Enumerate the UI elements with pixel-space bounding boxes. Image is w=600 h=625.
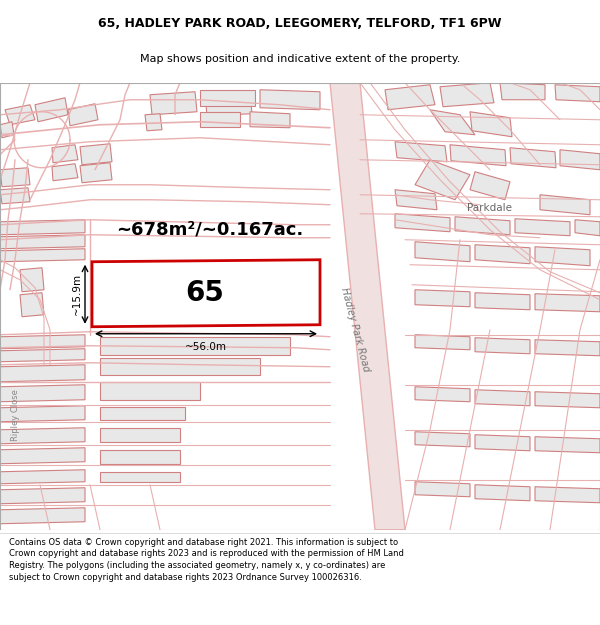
Polygon shape — [0, 335, 85, 349]
Polygon shape — [20, 292, 44, 317]
Polygon shape — [100, 450, 180, 464]
Polygon shape — [92, 260, 320, 327]
Polygon shape — [205, 92, 252, 116]
Polygon shape — [68, 104, 98, 126]
Polygon shape — [415, 387, 470, 402]
Polygon shape — [150, 92, 197, 115]
Polygon shape — [260, 90, 320, 110]
Polygon shape — [535, 247, 590, 266]
Polygon shape — [0, 448, 85, 464]
Polygon shape — [0, 406, 85, 422]
Polygon shape — [575, 220, 600, 236]
Polygon shape — [395, 214, 450, 232]
Polygon shape — [475, 390, 530, 406]
Text: Contains OS data © Crown copyright and database right 2021. This information is : Contains OS data © Crown copyright and d… — [9, 538, 404, 582]
Polygon shape — [200, 112, 240, 127]
Polygon shape — [415, 482, 470, 497]
Polygon shape — [415, 242, 470, 262]
Text: Map shows position and indicative extent of the property.: Map shows position and indicative extent… — [140, 54, 460, 64]
Text: ~15.9m: ~15.9m — [72, 273, 82, 315]
Polygon shape — [500, 82, 545, 100]
Polygon shape — [535, 437, 600, 452]
Polygon shape — [415, 290, 470, 307]
Polygon shape — [330, 82, 405, 530]
Text: Parkdale: Parkdale — [467, 202, 512, 212]
Polygon shape — [415, 160, 470, 200]
Polygon shape — [250, 112, 290, 128]
Polygon shape — [5, 105, 35, 125]
Polygon shape — [455, 217, 510, 235]
Polygon shape — [52, 145, 78, 162]
Polygon shape — [0, 168, 30, 187]
Polygon shape — [395, 142, 447, 162]
Polygon shape — [0, 188, 30, 204]
Polygon shape — [430, 110, 475, 135]
Text: Ripley Close: Ripley Close — [10, 389, 19, 441]
Text: ~56.0m: ~56.0m — [185, 342, 227, 352]
Text: 65: 65 — [185, 279, 224, 307]
Polygon shape — [535, 340, 600, 356]
Polygon shape — [475, 435, 530, 451]
Polygon shape — [100, 472, 180, 482]
Polygon shape — [100, 357, 260, 375]
Polygon shape — [555, 85, 600, 102]
Polygon shape — [475, 338, 530, 354]
Polygon shape — [475, 245, 530, 264]
Polygon shape — [0, 235, 85, 249]
Polygon shape — [0, 385, 85, 402]
Polygon shape — [450, 145, 506, 166]
Polygon shape — [0, 488, 85, 504]
Polygon shape — [20, 268, 44, 292]
Polygon shape — [535, 487, 600, 502]
Polygon shape — [395, 190, 437, 210]
Polygon shape — [415, 432, 470, 447]
Polygon shape — [535, 294, 600, 312]
Polygon shape — [0, 428, 85, 444]
Polygon shape — [100, 337, 290, 355]
Polygon shape — [0, 249, 85, 262]
Polygon shape — [515, 219, 570, 236]
Polygon shape — [415, 335, 470, 350]
Polygon shape — [0, 365, 85, 382]
Polygon shape — [200, 90, 255, 106]
Text: Hadley Park Road: Hadley Park Road — [339, 286, 371, 373]
Polygon shape — [475, 485, 530, 501]
Polygon shape — [440, 82, 494, 107]
Text: ~678m²/~0.167ac.: ~678m²/~0.167ac. — [116, 221, 304, 239]
Polygon shape — [80, 162, 112, 182]
Polygon shape — [0, 220, 85, 235]
Polygon shape — [540, 195, 590, 215]
Polygon shape — [145, 114, 162, 131]
Polygon shape — [0, 349, 85, 362]
Polygon shape — [470, 112, 512, 137]
Polygon shape — [80, 144, 112, 165]
Polygon shape — [0, 122, 14, 138]
Polygon shape — [35, 98, 68, 122]
Polygon shape — [470, 172, 510, 200]
Text: 65, HADLEY PARK ROAD, LEEGOMERY, TELFORD, TF1 6PW: 65, HADLEY PARK ROAD, LEEGOMERY, TELFORD… — [98, 17, 502, 29]
Polygon shape — [475, 292, 530, 310]
Polygon shape — [560, 150, 600, 170]
Polygon shape — [100, 382, 200, 400]
Polygon shape — [0, 470, 85, 484]
Polygon shape — [100, 428, 180, 442]
Polygon shape — [510, 148, 556, 168]
Polygon shape — [52, 164, 78, 181]
Polygon shape — [385, 85, 435, 110]
Polygon shape — [100, 407, 185, 420]
Polygon shape — [535, 392, 600, 408]
Polygon shape — [0, 508, 85, 524]
